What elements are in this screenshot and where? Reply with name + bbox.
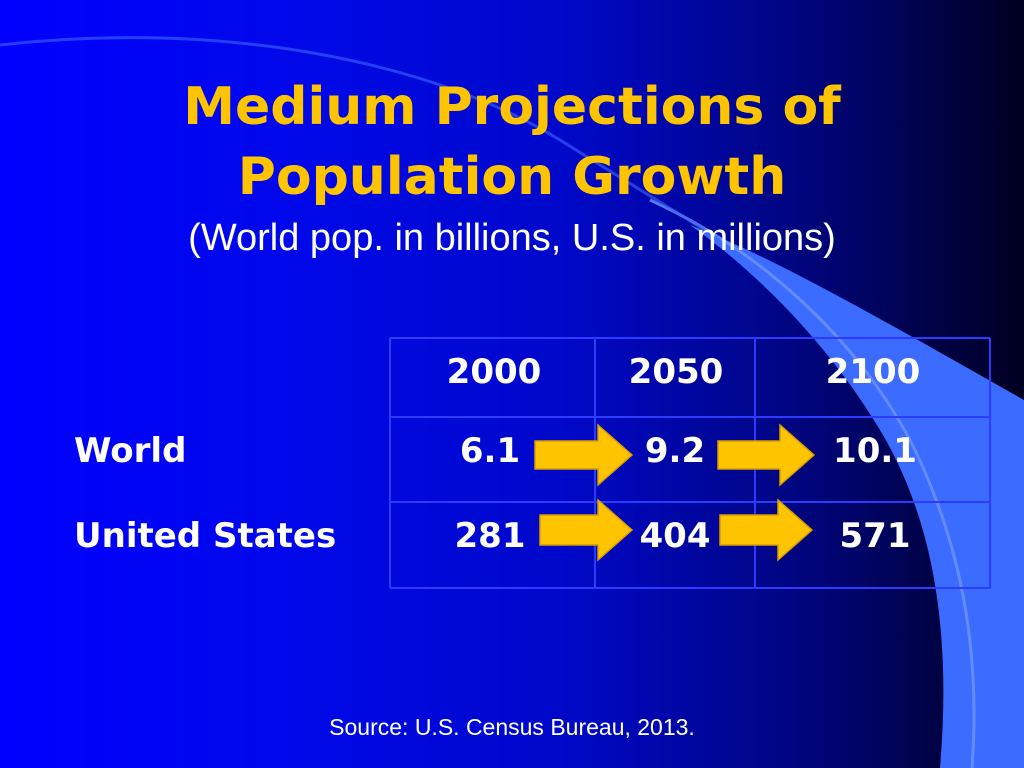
row-label-world: World: [74, 431, 187, 471]
column-header-2000: 2000: [446, 352, 542, 392]
source-note: Source: U.S. Census Bureau, 2013.: [329, 714, 695, 740]
cell-world-2050: 9.2: [644, 431, 706, 471]
column-header-2050: 2050: [628, 352, 724, 392]
title-line-2: Population Growth: [237, 147, 787, 207]
arrow-us-2-icon: [719, 498, 814, 562]
swoosh-light: [690, 225, 1024, 768]
arrow-world-1-icon: [534, 423, 634, 487]
arrow-world-2-icon: [717, 423, 816, 487]
cell-us-2100: 571: [839, 516, 911, 556]
title-line-1: Medium Projections of: [183, 77, 841, 137]
subtitle: (World pop. in billions, U.S. in million…: [188, 217, 836, 259]
swoosh-thin: [0, 36, 721, 242]
cell-world-2000: 6.1: [459, 431, 521, 471]
arrow-us-1-icon: [539, 498, 634, 562]
swoosh-edge: [649, 198, 976, 768]
column-header-2100: 2100: [825, 352, 921, 392]
cell-us-2000: 281: [454, 516, 526, 556]
cell-world-2100: 10.1: [833, 431, 917, 471]
cell-us-2050: 404: [639, 516, 711, 556]
row-label-united-states: United States: [74, 516, 337, 556]
